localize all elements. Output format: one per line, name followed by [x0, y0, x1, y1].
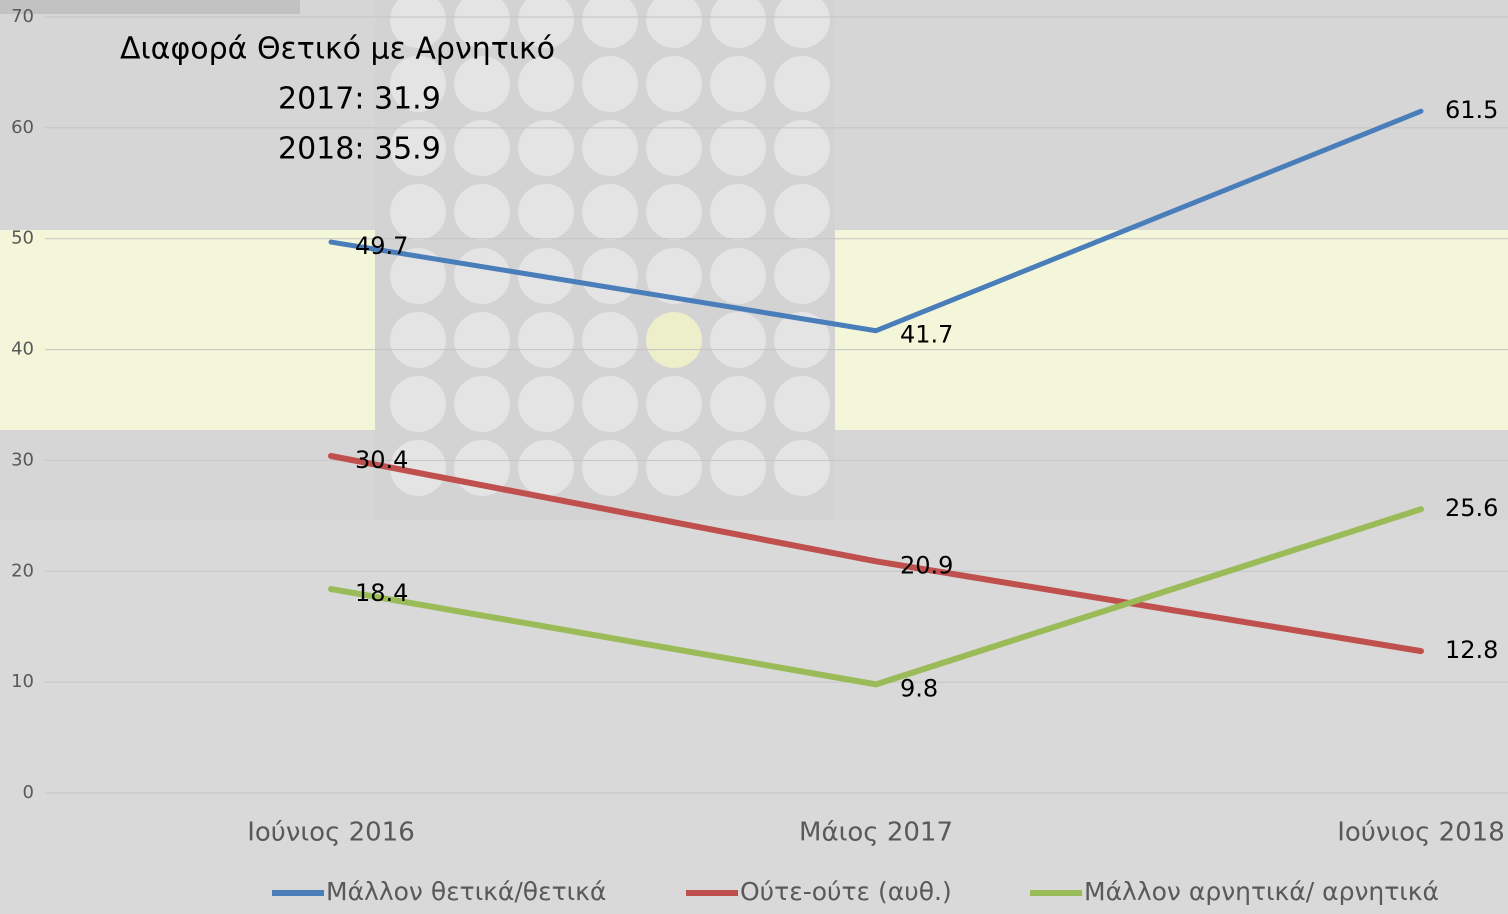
decor-circle: [774, 120, 830, 176]
data-label: 18.4: [355, 579, 408, 607]
decor-circle: [774, 248, 830, 304]
data-label: 9.8: [900, 674, 938, 702]
decor-circle: [390, 376, 446, 432]
decor-circle: [646, 120, 702, 176]
decor-circle: [710, 120, 766, 176]
decor-circle: [774, 312, 830, 368]
decor-circle: [646, 376, 702, 432]
decor-circle: [390, 184, 446, 240]
decor-circle: [582, 312, 638, 368]
decor-circle: [646, 312, 702, 368]
decor-circle: [390, 248, 446, 304]
decor-circle: [390, 0, 446, 48]
data-label: 41.7: [900, 321, 953, 349]
y-tick-label: 30: [11, 449, 34, 470]
decor-circle: [454, 312, 510, 368]
decor-circle: [774, 56, 830, 112]
decor-circle: [710, 0, 766, 48]
data-label: 12.8: [1445, 636, 1498, 664]
data-label: 20.9: [900, 551, 953, 579]
annotation: 2018: 35.9: [278, 132, 441, 167]
data-label: 30.4: [355, 446, 408, 474]
decor-circle: [646, 248, 702, 304]
data-label: 61.5: [1445, 96, 1498, 124]
x-tick-label: Ιούνιος 2016: [247, 818, 415, 848]
decor-circle: [582, 120, 638, 176]
decor-circle: [646, 440, 702, 496]
plot: Ιούνιος 2016 Μάιος 2017 Ιούνιος 2018 49.7 41…: [247, 96, 1505, 906]
data-label: 49.7: [355, 232, 408, 260]
decor-circle: [710, 376, 766, 432]
legend-label: Μάλλον θετικά/θετικά: [326, 877, 606, 906]
decor-circle: [390, 56, 446, 112]
decor-circle: [774, 184, 830, 240]
data-label: 25.6: [1445, 494, 1498, 522]
decor-circle: [710, 440, 766, 496]
annotation: Διαφορά Θετικό με Αρνητικό: [120, 32, 555, 67]
decor-circle: [390, 120, 446, 176]
legend-label: Μάλλον αρνητικά/ αρνητικά: [1084, 877, 1439, 906]
decor-circle: [390, 312, 446, 368]
decor-circle: [582, 0, 638, 48]
series-line: [328, 108, 1424, 334]
y-tick-label: 60: [11, 117, 34, 138]
y-tick-label: 20: [11, 560, 34, 581]
decor-circle: [774, 376, 830, 432]
annotation: 2017: 31.9: [278, 82, 441, 117]
decor-circle: [518, 120, 574, 176]
decor-circle: [646, 0, 702, 48]
decor-circle: [518, 312, 574, 368]
decor-circle: [774, 0, 830, 48]
highlight-band: [0, 230, 375, 430]
decor-circle: [390, 440, 446, 496]
y-tick-label: 50: [11, 228, 34, 249]
decor-circle: [710, 56, 766, 112]
y-tick-label: 10: [11, 671, 34, 692]
decor-circle: [582, 56, 638, 112]
series-line: [328, 452, 1424, 655]
y-tick-label: 40: [11, 339, 34, 360]
y-tick-label: 70: [11, 6, 34, 27]
highlight-band: [835, 230, 1508, 430]
decor-circle: [646, 56, 702, 112]
decor-circle: [518, 376, 574, 432]
decor-circle: [646, 184, 702, 240]
decor-circle: [710, 184, 766, 240]
decor-circle: [774, 440, 830, 496]
decor-bar: [0, 0, 300, 14]
x-tick-label: Μάιος 2017: [799, 818, 953, 848]
decor-circle: [454, 184, 510, 240]
decor-circle: [582, 440, 638, 496]
decor-circle: [454, 376, 510, 432]
decor-circle: [518, 0, 574, 48]
decor-circle: [518, 56, 574, 112]
decor-circle: [710, 312, 766, 368]
decor-circle: [582, 376, 638, 432]
y-tick-label: 0: [23, 782, 34, 803]
decor-circle: [710, 248, 766, 304]
decor-circle: [454, 120, 510, 176]
series-line: [328, 506, 1424, 688]
legend-label: Ούτε-ούτε (αυθ.): [740, 877, 952, 906]
decor-circle: [454, 0, 510, 48]
decor-circle: [454, 248, 510, 304]
x-tick-label: Ιούνιος 2018: [1337, 818, 1505, 848]
grid: 0 10 20 30 40 50 60 70: [11, 6, 1508, 803]
decor-circle: [582, 248, 638, 304]
decor-circle: [454, 56, 510, 112]
decor-circle: [518, 440, 574, 496]
decor-circle: [518, 184, 574, 240]
decor-circle: [582, 184, 638, 240]
